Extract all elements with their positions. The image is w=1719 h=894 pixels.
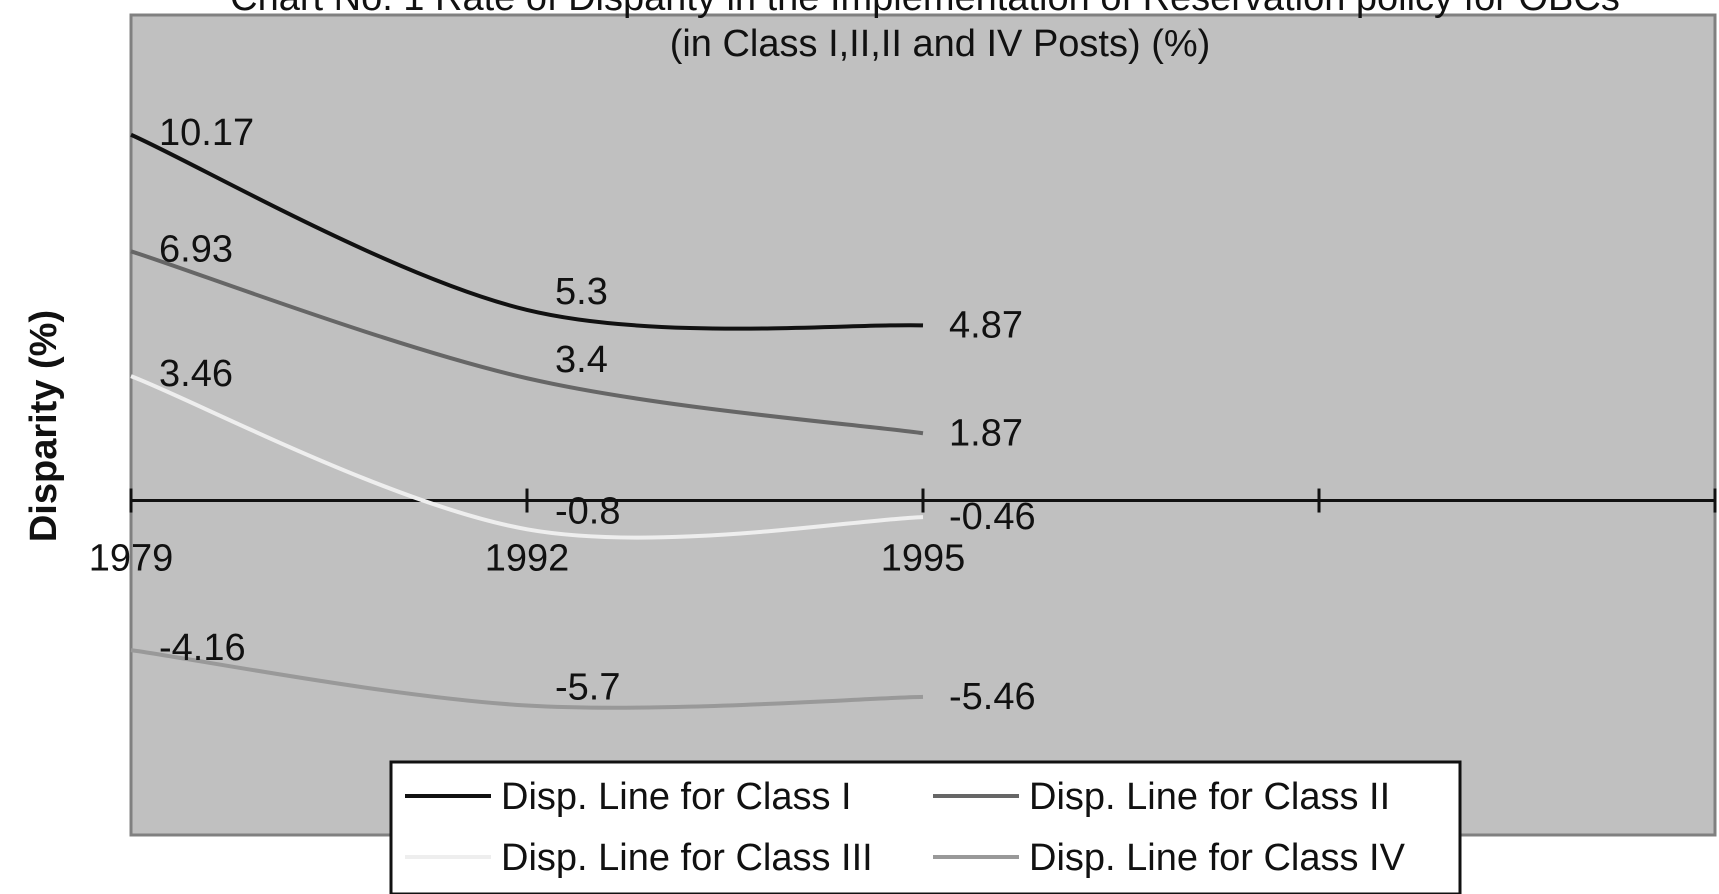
data-label: -0.8 [555, 490, 620, 532]
series-group [130, 132, 924, 710]
x-axis: 1979 1992 1995 [89, 488, 1717, 580]
legend-label-3: Disp. Line for Class III [501, 837, 873, 879]
legend-label-4: Disp. Line for Class IV [1029, 837, 1406, 879]
data-label: 1.87 [949, 412, 1023, 454]
data-label: -5.7 [555, 667, 620, 709]
data-label: 3.4 [555, 339, 608, 381]
y-axis-label: Disparity (%) [23, 310, 65, 542]
series-line-1 [130, 132, 924, 331]
series-line-4 [130, 648, 924, 710]
legend-label-1: Disp. Line for Class I [501, 776, 852, 818]
data-labels: 10.17 5.3 4.87 6.93 3.4 1.87 3.46 -0.8 -0.46 -4.1… [159, 112, 1036, 718]
x-tick-label: 1979 [89, 538, 174, 580]
series-line-3 [130, 374, 924, 540]
data-label: 5.3 [555, 271, 608, 313]
legend-box [389, 760, 1462, 894]
plot-area [129, 13, 1717, 837]
data-label: 6.93 [159, 228, 233, 270]
legend-label-2: Disp. Line for Class II [1029, 776, 1390, 818]
data-label: -5.46 [949, 676, 1036, 718]
data-label: 4.87 [949, 304, 1023, 346]
data-label: -0.46 [949, 496, 1036, 538]
legend: Disp. Line for Class I Disp. Line for Cla… [389, 760, 1462, 894]
x-tick-label: 1995 [881, 538, 966, 580]
data-label: 10.17 [159, 112, 254, 154]
x-tick-label: 1992 [485, 538, 570, 580]
chart-title-line1: Chart No. 1 Rate of Disparity in the Imp… [230, 0, 1620, 19]
data-label: 3.46 [159, 353, 233, 395]
series-line-2 [130, 249, 924, 436]
data-label: -4.16 [159, 627, 246, 669]
chart-title-line2: (in Class I,II,II and IV Posts) (%) [670, 23, 1211, 65]
